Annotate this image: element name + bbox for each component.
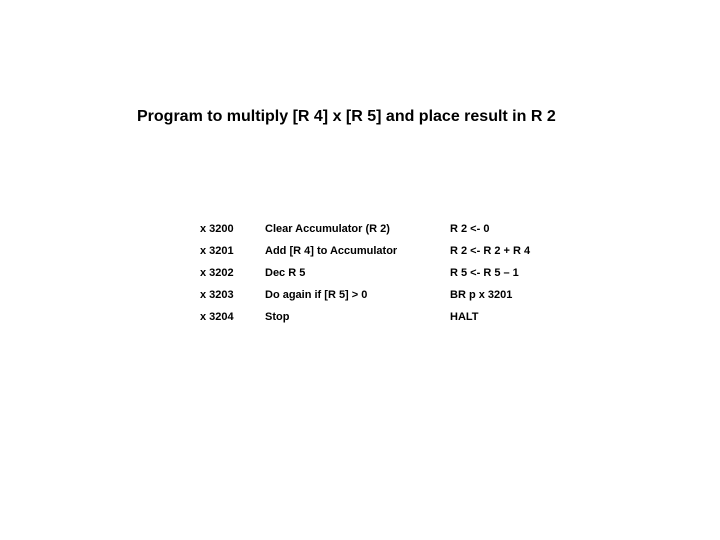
cell-address: x 3202 xyxy=(200,262,265,284)
cell-address: x 3201 xyxy=(200,240,265,262)
table-row: x 3201 Add [R 4] to Accumulator R 2 <- R… xyxy=(200,240,580,262)
cell-description: Clear Accumulator (R 2) xyxy=(265,218,450,240)
cell-operation: BR p x 3201 xyxy=(450,284,580,306)
table-row: x 3203 Do again if [R 5] > 0 BR p x 3201 xyxy=(200,284,580,306)
cell-description: Do again if [R 5] > 0 xyxy=(265,284,450,306)
cell-operation: HALT xyxy=(450,306,580,328)
cell-description: Dec R 5 xyxy=(265,262,450,284)
table-row: x 3202 Dec R 5 R 5 <- R 5 – 1 xyxy=(200,262,580,284)
table-row: x 3200 Clear Accumulator (R 2) R 2 <- 0 xyxy=(200,218,580,240)
cell-address: x 3200 xyxy=(200,218,265,240)
table-row: x 3204 Stop HALT xyxy=(200,306,580,328)
cell-description: Add [R 4] to Accumulator xyxy=(265,240,450,262)
cell-description: Stop xyxy=(265,306,450,328)
slide: Program to multiply [R 4] x [R 5] and pl… xyxy=(0,0,720,540)
cell-address: x 3203 xyxy=(200,284,265,306)
cell-operation: R 2 <- 0 xyxy=(450,218,580,240)
page-title: Program to multiply [R 4] x [R 5] and pl… xyxy=(137,108,556,126)
program-table: x 3200 Clear Accumulator (R 2) R 2 <- 0 … xyxy=(200,218,580,328)
cell-address: x 3204 xyxy=(200,306,265,328)
cell-operation: R 2 <- R 2 + R 4 xyxy=(450,240,580,262)
cell-operation: R 5 <- R 5 – 1 xyxy=(450,262,580,284)
